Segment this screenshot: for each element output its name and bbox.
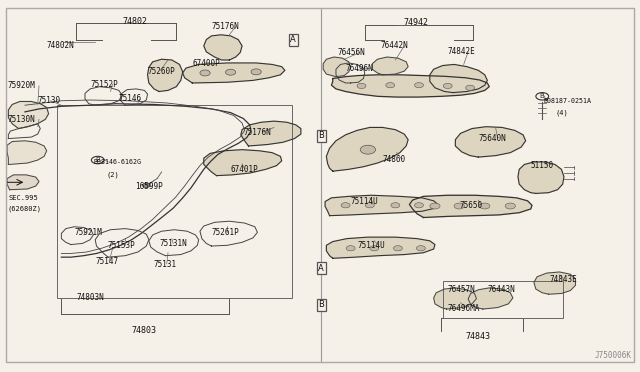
Text: B: B xyxy=(318,300,324,309)
Polygon shape xyxy=(372,57,408,75)
Circle shape xyxy=(370,246,379,251)
Text: 75650: 75650 xyxy=(460,201,483,210)
Polygon shape xyxy=(326,128,408,171)
Circle shape xyxy=(415,203,424,208)
Text: 67400P: 67400P xyxy=(192,59,220,68)
Text: 75260P: 75260P xyxy=(148,67,175,76)
Text: 74802: 74802 xyxy=(122,17,147,26)
Text: SEC.995: SEC.995 xyxy=(8,195,38,201)
Polygon shape xyxy=(326,237,435,258)
Polygon shape xyxy=(241,121,301,146)
Circle shape xyxy=(200,70,210,76)
Text: 51150: 51150 xyxy=(531,161,554,170)
Text: B08146-6162G: B08146-6162G xyxy=(93,159,141,165)
Text: 74803: 74803 xyxy=(132,326,157,335)
Text: 75152P: 75152P xyxy=(90,80,118,89)
Bar xyxy=(57,105,292,298)
Circle shape xyxy=(341,203,350,208)
Text: (4): (4) xyxy=(555,109,568,116)
Circle shape xyxy=(444,83,452,89)
Text: 74843: 74843 xyxy=(466,331,491,341)
Circle shape xyxy=(143,183,150,187)
Text: 74842E: 74842E xyxy=(448,47,476,56)
Text: 75261P: 75261P xyxy=(211,228,239,237)
Circle shape xyxy=(454,203,465,209)
Polygon shape xyxy=(410,195,532,218)
Text: J750006K: J750006K xyxy=(595,351,632,360)
Text: B: B xyxy=(95,157,100,163)
Circle shape xyxy=(365,203,374,208)
Text: 76456N: 76456N xyxy=(338,48,365,57)
Text: 76443N: 76443N xyxy=(487,285,515,294)
Circle shape xyxy=(417,246,426,251)
Text: 16599P: 16599P xyxy=(135,182,163,190)
Text: A: A xyxy=(319,264,324,273)
Polygon shape xyxy=(468,288,513,309)
Circle shape xyxy=(386,83,395,88)
Circle shape xyxy=(251,69,261,75)
Text: 75131: 75131 xyxy=(154,260,177,269)
Polygon shape xyxy=(430,64,487,93)
Polygon shape xyxy=(7,175,39,190)
Polygon shape xyxy=(434,288,476,309)
Circle shape xyxy=(430,203,440,209)
Circle shape xyxy=(466,85,474,90)
Circle shape xyxy=(391,203,400,208)
Polygon shape xyxy=(182,63,285,83)
Text: 76496MA: 76496MA xyxy=(448,304,480,313)
Text: 75920M: 75920M xyxy=(7,81,35,90)
Polygon shape xyxy=(325,195,438,216)
Circle shape xyxy=(225,69,236,75)
Polygon shape xyxy=(148,59,182,92)
Text: 74942: 74942 xyxy=(403,19,428,28)
Text: 75147: 75147 xyxy=(95,257,118,266)
Text: 74860: 74860 xyxy=(383,155,406,164)
Circle shape xyxy=(346,246,355,251)
Text: A: A xyxy=(291,35,296,44)
Polygon shape xyxy=(332,75,489,97)
Text: B: B xyxy=(540,93,545,99)
Polygon shape xyxy=(204,150,282,176)
Text: 75921M: 75921M xyxy=(74,228,102,237)
Text: 75130: 75130 xyxy=(38,96,61,105)
Circle shape xyxy=(394,246,403,251)
Polygon shape xyxy=(456,127,525,157)
Text: 75176N: 75176N xyxy=(211,22,239,31)
Polygon shape xyxy=(323,57,351,77)
Text: (62680Z): (62680Z) xyxy=(7,206,41,212)
Text: 75146: 75146 xyxy=(119,94,142,103)
Text: (2): (2) xyxy=(106,171,119,178)
Polygon shape xyxy=(518,162,564,193)
Text: 76442N: 76442N xyxy=(381,41,408,51)
Polygon shape xyxy=(534,272,575,294)
Text: 74802N: 74802N xyxy=(47,41,74,50)
Text: 75114U: 75114U xyxy=(357,241,385,250)
Text: 74803N: 74803N xyxy=(76,294,104,302)
Text: 75176N: 75176N xyxy=(243,128,271,137)
Bar xyxy=(443,281,563,318)
Circle shape xyxy=(505,203,515,209)
Text: 67401P: 67401P xyxy=(230,165,259,174)
Text: 74843E: 74843E xyxy=(550,275,578,284)
Text: 76496N: 76496N xyxy=(346,64,373,73)
Text: B08187-0251A: B08187-0251A xyxy=(543,98,591,104)
Circle shape xyxy=(415,83,424,88)
Text: B: B xyxy=(318,131,324,141)
Text: 75153P: 75153P xyxy=(108,241,136,250)
Polygon shape xyxy=(7,141,47,164)
Polygon shape xyxy=(204,35,242,60)
Text: 75130N: 75130N xyxy=(7,115,35,124)
Polygon shape xyxy=(8,102,49,129)
Text: 75114U: 75114U xyxy=(351,197,378,206)
Text: 75131N: 75131N xyxy=(159,239,187,248)
Circle shape xyxy=(360,145,376,154)
Circle shape xyxy=(357,83,366,89)
Text: 76457N: 76457N xyxy=(448,285,476,294)
Circle shape xyxy=(479,203,490,209)
Text: 75640N: 75640N xyxy=(478,134,506,143)
